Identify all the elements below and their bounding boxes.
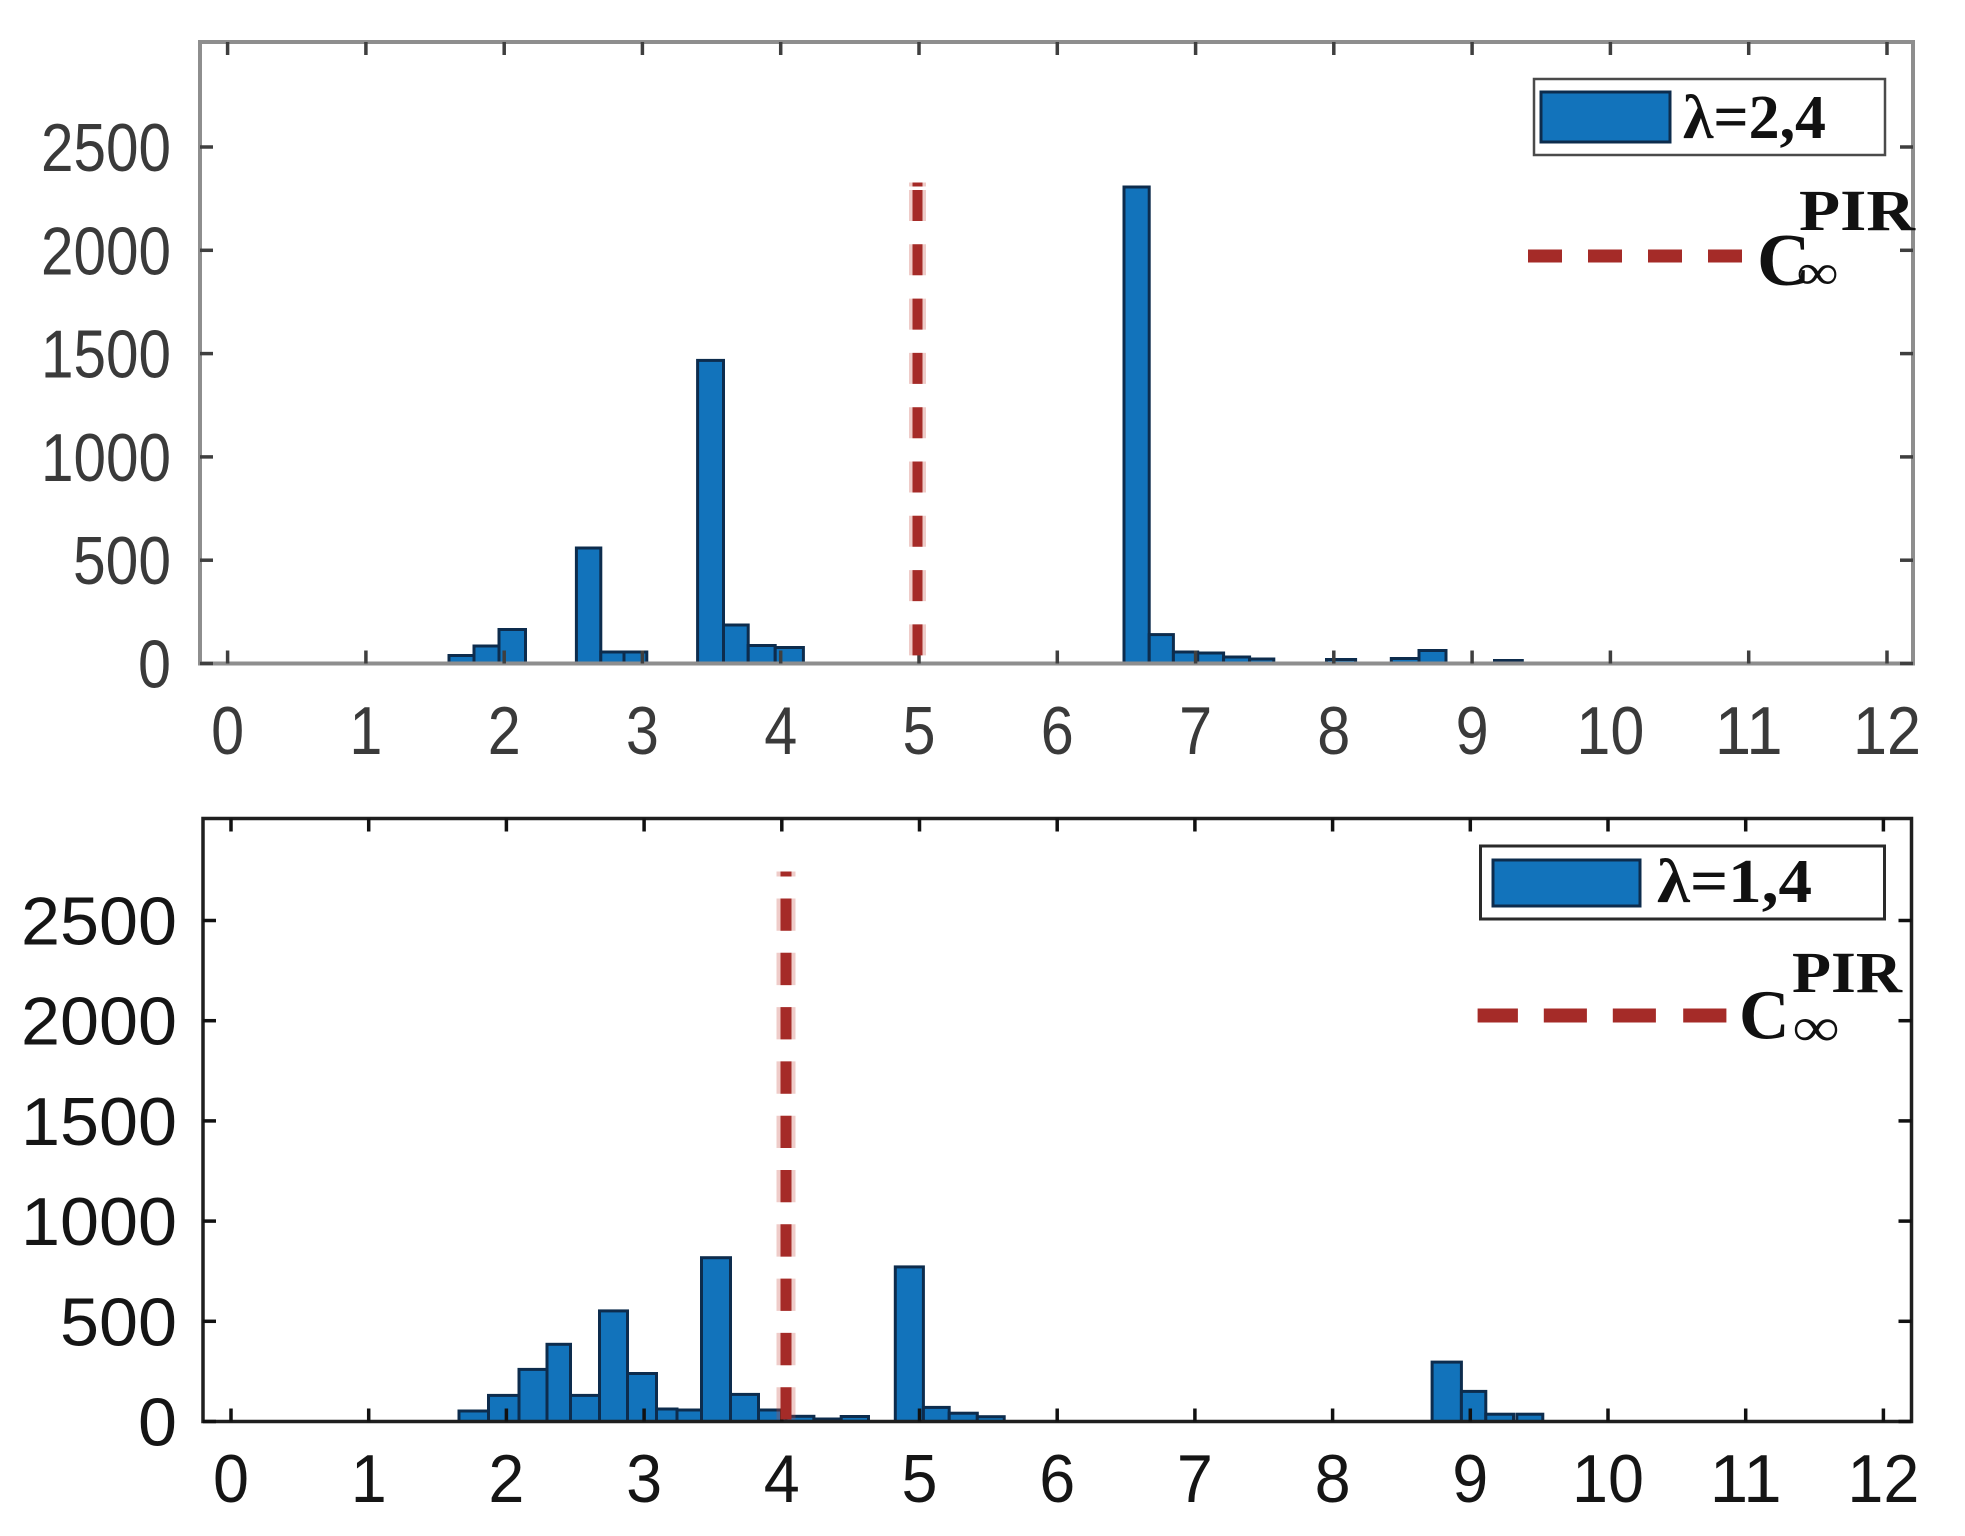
svg-text:2500: 2500 xyxy=(41,110,171,186)
svg-text:6: 6 xyxy=(1041,693,1074,769)
svg-text:0: 0 xyxy=(138,627,171,703)
svg-text:1: 1 xyxy=(351,1441,387,1517)
svg-text:2500: 2500 xyxy=(21,884,177,960)
svg-text:5: 5 xyxy=(902,1441,938,1517)
svg-text:C: C xyxy=(1739,978,1790,1055)
svg-text:C: C xyxy=(1757,220,1810,302)
svg-text:1000: 1000 xyxy=(41,420,171,496)
svg-text:10: 10 xyxy=(1572,1441,1644,1517)
svg-text:2000: 2000 xyxy=(21,984,177,1060)
svg-text:λ=1,4: λ=1,4 xyxy=(1657,848,1812,916)
svg-text:500: 500 xyxy=(73,523,171,599)
svg-text:4: 4 xyxy=(764,1441,800,1517)
svg-text:9: 9 xyxy=(1452,1441,1488,1517)
svg-text:12: 12 xyxy=(1847,1441,1919,1517)
svg-text:∞: ∞ xyxy=(1797,244,1838,300)
svg-text:8: 8 xyxy=(1315,1441,1351,1517)
svg-text:12: 12 xyxy=(1853,693,1921,769)
svg-text:9: 9 xyxy=(1456,693,1489,769)
svg-text:∞: ∞ xyxy=(1793,997,1839,1059)
svg-text:5: 5 xyxy=(903,693,936,769)
svg-text:PIR: PIR xyxy=(1799,178,1916,243)
svg-text:2000: 2000 xyxy=(41,213,171,289)
svg-text:11: 11 xyxy=(1710,1441,1782,1517)
svg-text:λ=2,4: λ=2,4 xyxy=(1683,84,1826,152)
svg-text:500: 500 xyxy=(60,1284,177,1360)
svg-text:0: 0 xyxy=(211,693,244,769)
svg-text:0: 0 xyxy=(138,1385,177,1461)
svg-text:8: 8 xyxy=(1317,693,1350,769)
svg-text:1: 1 xyxy=(349,693,382,769)
svg-text:4: 4 xyxy=(764,693,797,769)
svg-text:7: 7 xyxy=(1177,1441,1213,1517)
svg-text:1500: 1500 xyxy=(41,317,171,393)
svg-text:7: 7 xyxy=(1179,693,1212,769)
svg-text:PIR: PIR xyxy=(1792,940,1903,1005)
svg-text:10: 10 xyxy=(1576,693,1644,769)
svg-text:2: 2 xyxy=(488,1441,524,1517)
svg-text:1500: 1500 xyxy=(21,1084,177,1160)
svg-text:0: 0 xyxy=(213,1441,249,1517)
svg-text:3: 3 xyxy=(626,1441,662,1517)
svg-text:11: 11 xyxy=(1715,693,1783,769)
svg-text:2: 2 xyxy=(488,693,521,769)
svg-text:6: 6 xyxy=(1039,1441,1075,1517)
svg-text:1000: 1000 xyxy=(21,1184,177,1260)
svg-text:3: 3 xyxy=(626,693,659,769)
